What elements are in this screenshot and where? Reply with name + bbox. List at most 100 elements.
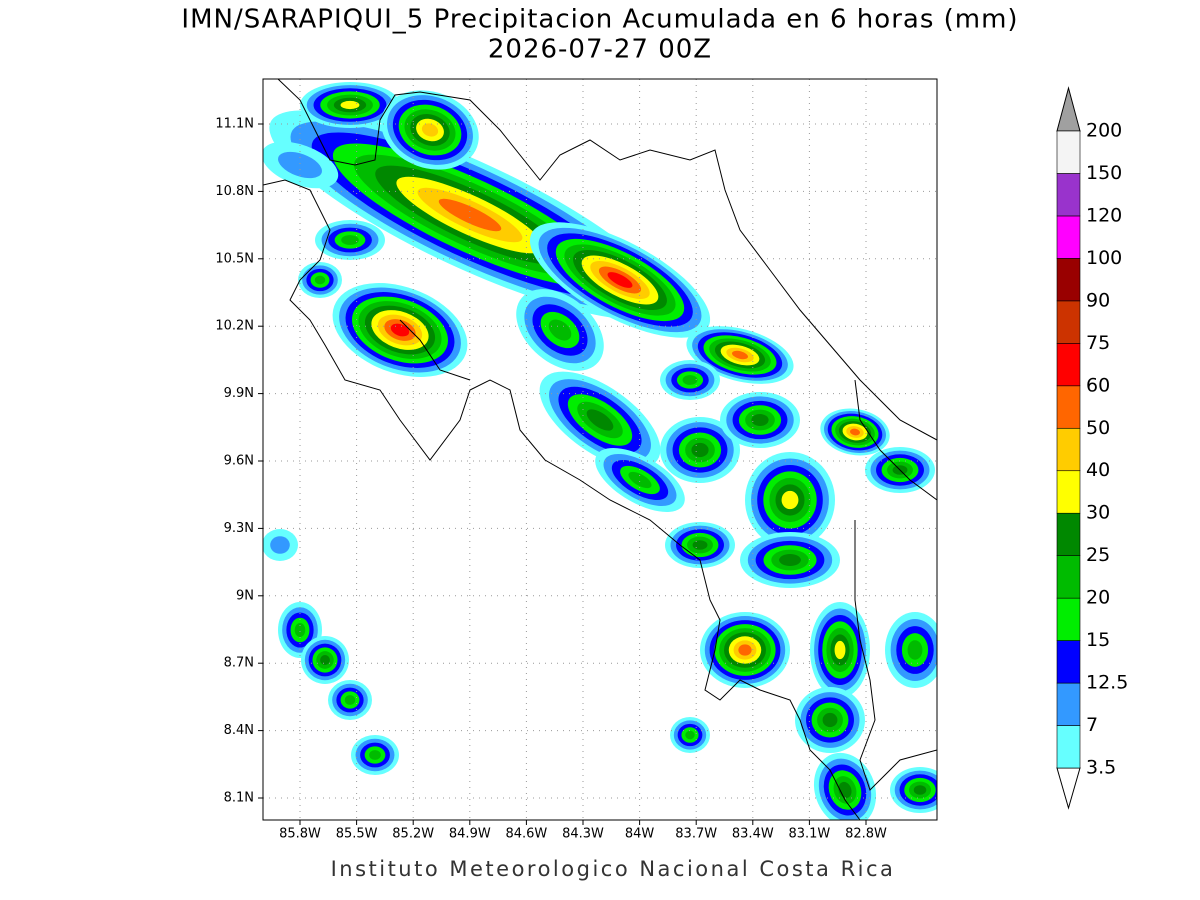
precip-area [270, 536, 290, 554]
precip-area [849, 428, 861, 436]
grid [258, 79, 937, 825]
precip-area [340, 100, 360, 110]
coastlines [263, 79, 937, 820]
colorbar-segment [1056, 258, 1081, 302]
border [854, 520, 937, 791]
colorbar-segment [1056, 300, 1081, 344]
colorbar-label: 3.5 [1086, 757, 1116, 779]
colorbar-label: 50 [1086, 417, 1110, 439]
precip-area [685, 730, 695, 740]
precip-area [421, 123, 439, 137]
x-tick-label: 83.1W [788, 827, 830, 842]
subtitle: 2026-07-27 00Z [488, 35, 712, 65]
colorbar-over [1056, 86, 1081, 132]
precip-area [607, 272, 633, 288]
x-tick-label: 84.6W [505, 827, 547, 842]
map-frame [262, 78, 938, 821]
footer: Instituto Meteorologico Nacional Costa R… [331, 857, 896, 881]
colorbar-segment [1056, 470, 1081, 514]
title: IMN/SARAPIQUI_5 Precipitacion Acumulada … [181, 5, 1018, 35]
colorbar-segment [1056, 343, 1081, 387]
x-tick-label: 84W [625, 827, 655, 842]
coastline [263, 179, 861, 820]
colorbar-label: 60 [1086, 374, 1110, 396]
colorbar-label: 30 [1086, 502, 1110, 524]
coastline [399, 319, 471, 381]
colorbar-label: 150 [1086, 162, 1122, 184]
colorbar-segment [1056, 385, 1081, 429]
precip-area [691, 442, 709, 458]
x-tick-label: 85.8W [279, 827, 321, 842]
precip-area [907, 640, 923, 660]
colorbar-label: 7 [1086, 714, 1098, 736]
precip-area [682, 375, 698, 385]
y-tick-label: 11.1N [215, 117, 254, 132]
precip-area [781, 490, 799, 510]
precip-area [320, 654, 330, 666]
y-tick-label: 8.7N [224, 656, 254, 671]
colorbar-label: 25 [1086, 544, 1110, 566]
precip-area [344, 695, 356, 705]
colorbar-label: 90 [1086, 289, 1110, 311]
colorbar-segment [1056, 682, 1081, 726]
precip-area [341, 235, 359, 245]
precip-area [586, 409, 614, 431]
y-tick-label: 10.8N [215, 184, 254, 199]
precip-area [834, 640, 846, 660]
precip-area [822, 712, 838, 728]
x-tick-label: 84.9W [449, 827, 491, 842]
precip-area [314, 275, 326, 285]
precip-area [692, 540, 708, 550]
colorbar: 3.5 7 12.5 15 20 25 30 40 50 60 75 90 100 120 150 200 [1056, 86, 1128, 810]
x-tick-label: 84.3W [562, 827, 604, 842]
colorbar-label: 12.5 [1086, 672, 1128, 694]
colorbar-segment [1056, 427, 1081, 472]
y-tick-label: 10.5N [215, 251, 254, 266]
y-tick-label: 9.9N [224, 386, 254, 401]
colorbar-label: 200 [1086, 120, 1122, 142]
x-tick-label: 82.8W [845, 827, 887, 842]
colorbar-segment [1056, 130, 1081, 174]
precip-area [390, 323, 410, 337]
colorbar-segment [1056, 597, 1081, 641]
precip-area [732, 350, 748, 360]
colorbar-label: 120 [1086, 204, 1122, 226]
precip-area [751, 414, 769, 426]
precip-area [278, 151, 322, 179]
colorbar-label: 15 [1086, 629, 1110, 651]
colorbar-label: 75 [1086, 332, 1110, 354]
colorbar-under [1056, 767, 1081, 810]
colorbar-segment [1056, 725, 1081, 769]
y-tick-label: 9N [236, 588, 254, 603]
precip-area [548, 319, 572, 341]
precip-area [913, 785, 927, 795]
y-tick-label: 8.1N [224, 791, 254, 806]
border [854, 379, 937, 501]
precip-area [294, 622, 306, 638]
colorbar-segment [1056, 512, 1081, 556]
colorbar-segment [1056, 173, 1081, 217]
y-tick-label: 8.4N [224, 723, 254, 738]
precip-area [628, 471, 652, 489]
colorbar-label: 20 [1086, 587, 1110, 609]
x-tick-label: 85.5W [336, 827, 378, 842]
precip-area [369, 750, 381, 760]
precip-area [438, 198, 502, 232]
x-tick-label: 83.4W [732, 827, 774, 842]
coastline [277, 79, 937, 441]
y-tick-label: 9.3N [224, 521, 254, 536]
colorbar-label: 100 [1086, 247, 1122, 269]
precip-area [779, 554, 801, 566]
y-tick-label: 10.2N [215, 319, 254, 334]
colorbar-segment [1056, 555, 1081, 599]
colorbar-segment [1056, 640, 1081, 684]
y-tick-label: 9.6N [224, 454, 254, 469]
precip-field [263, 82, 937, 820]
x-tick-label: 85.2W [392, 827, 434, 842]
colorbar-label: 40 [1086, 459, 1110, 481]
precip-area [738, 644, 752, 656]
colorbar-segment [1056, 215, 1081, 259]
x-tick-label: 83.7W [675, 827, 717, 842]
